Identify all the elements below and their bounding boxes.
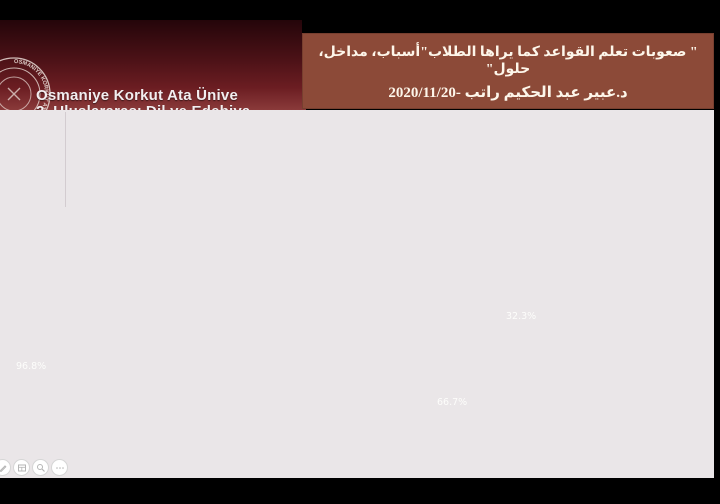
pen-icon <box>0 464 7 472</box>
university-seal-logo: OSMANİYE KORKUT ATA ÜNİVERSİTESİ <box>0 57 51 110</box>
more-options-button[interactable] <box>51 459 68 476</box>
pen-tool-button[interactable] <box>0 459 11 476</box>
pie-right-orange-percentage-label: 32.3% <box>506 311 537 322</box>
more-options-icon <box>55 466 64 469</box>
letterbox-right <box>714 0 720 504</box>
presenter-toolbar <box>0 459 68 476</box>
presentation-header-box: " صعوبات تعلم القواعد كما يراها الطلاب"أ… <box>302 33 714 109</box>
presentation-author-date: د.عبير عبد الحكيم راتب -2020/11/20 <box>388 85 628 101</box>
letterbox-top-right <box>302 0 720 33</box>
zoom-button[interactable] <box>32 459 49 476</box>
pie-right-red-percentage-label: 66.7% <box>437 397 468 408</box>
slide-body <box>0 110 714 478</box>
university-name-line2: 2. Uluslararası Dil ve Edebiya <box>36 103 250 110</box>
all-slides-button[interactable] <box>13 459 30 476</box>
university-banner: OSMANİYE KORKUT ATA ÜNİVERSİTESİ Osmaniy… <box>0 20 306 110</box>
presentation-title-arabic: " صعوبات تعلم القواعد كما يراها الطلاب"أ… <box>318 45 698 77</box>
university-name: Osmaniye Korkut Ata Ünive 2. Uluslararas… <box>36 88 250 110</box>
all-slides-icon <box>17 464 26 471</box>
template-edge-line <box>65 112 66 207</box>
letterbox-bottom <box>0 478 720 504</box>
pie-left-percentage-label: 96.8% <box>16 361 47 372</box>
magnifier-icon <box>36 463 45 472</box>
university-name-line1: Osmaniye Korkut Ata Ünive <box>36 87 238 104</box>
